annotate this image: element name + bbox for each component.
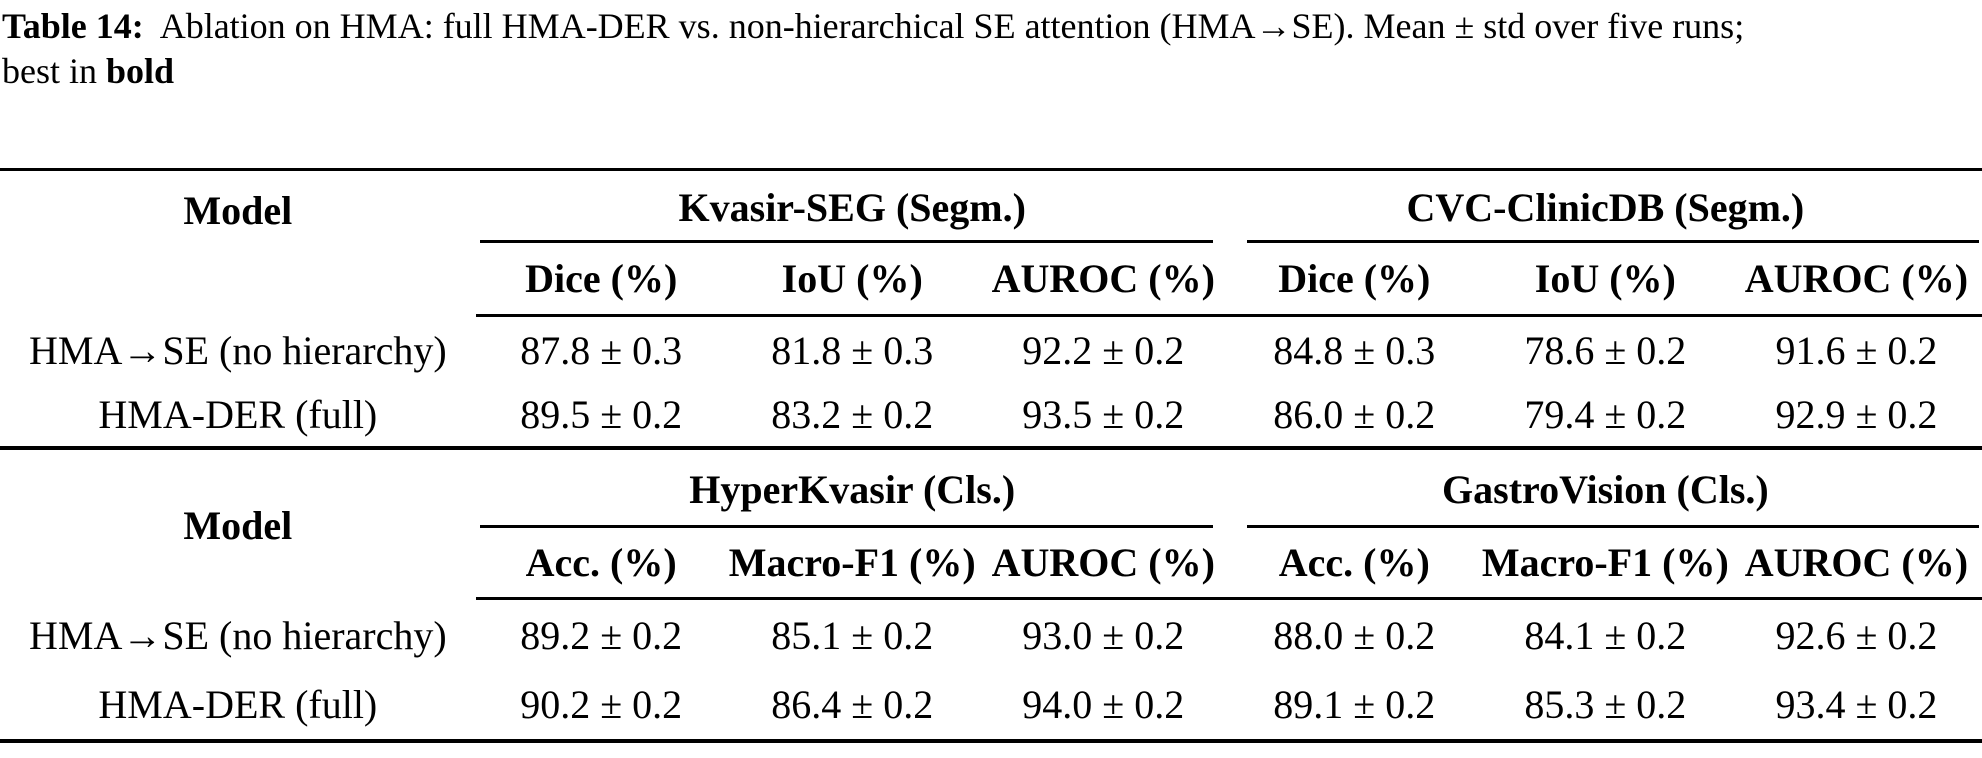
value-cell: 85.1 ± 0.2 <box>771 612 934 658</box>
group-header-cvc-clinicdb: CVC-ClinicDB (Segm.) <box>1229 171 1982 243</box>
value-cell: 93.0 ± 0.2 <box>1022 612 1185 658</box>
model-cell: HMA-DER (full) <box>98 682 378 727</box>
value-cell: 89.5 ± 0.2 <box>520 392 683 437</box>
metric-header-auroc-1: AUROC (%) <box>977 243 1229 317</box>
value-cell: 89.2 ± 0.2 <box>520 612 683 658</box>
model-cell: HMA→SE (no hierarchy) <box>28 612 447 658</box>
table-row-best: HMA-DER (full) 90.2 ± 0.2 86.4 ± 0.2 94.… <box>0 670 1982 739</box>
value-cell: 92.6 ± 0.2 <box>1775 612 1938 658</box>
classification-table: Model HyperKvasir (Cls.) GastroVision (C… <box>0 450 1982 743</box>
segmentation-table: Model Kvasir-SEG (Segm.) CVC-ClinicDB (S… <box>0 168 1982 450</box>
caption-table-number: Table 14: <box>2 6 144 46</box>
caption-text-2: best in <box>2 51 97 92</box>
value-cell: 83.2 ± 0.2 <box>771 392 934 437</box>
value-cell: 92.9 ± 0.2 <box>1775 392 1938 437</box>
metric-header-iou-1: IoU (%) <box>726 243 978 317</box>
metric-header-acc-1: Acc. (%) <box>475 528 727 600</box>
table-row: HMA→SE (no hierarchy) 89.2 ± 0.2 85.1 ± … <box>0 600 1982 670</box>
caption-line1: Table 14: Ablation on HMA: full HMA-DER v… <box>2 4 1980 49</box>
group-header-kvasir-seg: Kvasir-SEG (Segm.) <box>476 171 1229 243</box>
caption-line2: best in bold <box>2 49 1980 94</box>
metric-header-iou-2: IoU (%) <box>1479 243 1731 317</box>
value-cell: 93.5 ± 0.2 <box>1022 392 1185 437</box>
model-column-header: Model <box>183 502 293 548</box>
metric-header-auroc-1: AUROC (%) <box>977 528 1229 600</box>
value-cell: 79.4 ± 0.2 <box>1524 392 1687 437</box>
metric-header-acc-2: Acc. (%) <box>1228 528 1480 600</box>
metric-header-auroc-2: AUROC (%) <box>1730 528 1982 600</box>
model-cell: HMA→SE (no hierarchy) <box>28 327 447 373</box>
caption-bold-word: bold <box>106 51 175 92</box>
model-column-header: Model <box>183 188 293 233</box>
value-cell: 85.3 ± 0.2 <box>1524 682 1687 727</box>
value-cell: 84.8 ± 0.3 <box>1273 327 1436 373</box>
value-cell: 86.4 ± 0.2 <box>771 682 934 727</box>
value-cell: 81.8 ± 0.3 <box>771 327 934 373</box>
metric-header-dice-1: Dice (%) <box>475 243 727 317</box>
metric-header-auroc-2: AUROC (%) <box>1730 243 1982 317</box>
table-caption: Table 14: Ablation on HMA: full HMA-DER v… <box>2 4 1980 95</box>
group-header-hyperkvasir: HyperKvasir (Cls.) <box>476 450 1229 528</box>
group-header-gastrovision: GastroVision (Cls.) <box>1229 450 1982 528</box>
metric-header-dice-2: Dice (%) <box>1228 243 1480 317</box>
table-row-best: HMA-DER (full) 89.5 ± 0.2 83.2 ± 0.2 93.… <box>0 383 1982 446</box>
value-cell: 89.1 ± 0.2 <box>1273 682 1436 727</box>
model-cell: HMA-DER (full) <box>98 392 378 437</box>
value-cell: 93.4 ± 0.2 <box>1775 682 1938 727</box>
value-cell: 91.6 ± 0.2 <box>1775 327 1938 373</box>
value-cell: 88.0 ± 0.2 <box>1273 612 1436 658</box>
value-cell: 94.0 ± 0.2 <box>1022 682 1185 727</box>
value-cell: 90.2 ± 0.2 <box>520 682 683 727</box>
ablation-tables: Model Kvasir-SEG (Segm.) CVC-ClinicDB (S… <box>0 168 1982 743</box>
table-row: HMA→SE (no hierarchy) 87.8 ± 0.3 81.8 ± … <box>0 317 1982 383</box>
value-cell: 87.8 ± 0.3 <box>520 327 683 373</box>
value-cell: 78.6 ± 0.2 <box>1524 327 1687 373</box>
value-cell: 92.2 ± 0.2 <box>1022 327 1185 373</box>
value-cell: 84.1 ± 0.2 <box>1524 612 1687 658</box>
metric-header-macrof1-1: Macro-F1 (%) <box>726 528 978 600</box>
caption-text: Ablation on HMA: full HMA-DER vs. non-hi… <box>159 6 1745 46</box>
value-cell: 86.0 ± 0.2 <box>1273 392 1436 437</box>
metric-header-macrof1-2: Macro-F1 (%) <box>1479 528 1731 600</box>
